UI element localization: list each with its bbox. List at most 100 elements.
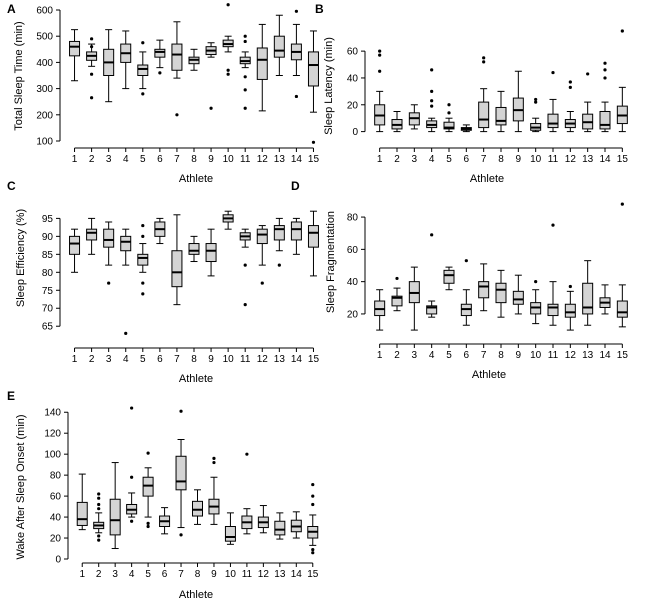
panel-c-x-tick-label: 13 <box>274 354 286 365</box>
panel-c-box <box>290 221 302 241</box>
panel-e-outlier-point <box>97 492 101 496</box>
panel-c-box <box>103 228 115 248</box>
panel-e-x-tick-label: 2 <box>96 569 102 580</box>
panel-b-outlier-point <box>482 60 486 64</box>
panel-b-x-tick-label: 10 <box>530 154 542 165</box>
panel-e-y-tick-label: 80 <box>50 471 62 482</box>
panel-c-outlier-point <box>141 223 145 228</box>
panel-a-box <box>69 40 81 57</box>
panel-e-outlier-point <box>146 451 150 455</box>
panel-a-x-tick-label: 9 <box>208 154 214 165</box>
panel-e-outlier-point <box>97 496 101 500</box>
panel-d-outlier-point <box>620 202 624 206</box>
panel-a-outlier-point <box>243 75 247 79</box>
panel-d-y-tick-label: 80 <box>347 213 359 224</box>
panel-d-outlier-point <box>551 223 555 227</box>
panel-d-y-tick-label: 40 <box>347 277 359 288</box>
panel-a-outlier-point <box>294 9 298 13</box>
panel-a-x-tick-label: 13 <box>274 154 286 165</box>
panel-a-box <box>137 64 149 76</box>
panel-e-outlier-point <box>146 521 150 525</box>
panel-b-outlier-point <box>482 56 486 60</box>
panel-b-x-tick-label: 12 <box>565 154 577 165</box>
panel-a-x-tick-label: 7 <box>174 154 180 165</box>
panel-a-outlier-point <box>243 88 247 92</box>
panel-d-x-tick-label: 14 <box>599 350 611 361</box>
panel-a-outlier-point <box>311 140 316 144</box>
panel-e-outlier-point <box>212 460 216 465</box>
panel-b-box <box>599 110 611 130</box>
panel-d-box <box>512 290 524 305</box>
panel-c-y-tick-label: 80 <box>42 268 54 279</box>
panel-b-outlier-point <box>447 103 451 107</box>
panel-b-y-tick-label: 0 <box>352 127 358 138</box>
panel-a-outlier-point <box>141 41 145 45</box>
panel-a-x-tick-label: 15 <box>308 154 320 165</box>
panel-a-x-tick-label: 1 <box>72 154 78 165</box>
panel-a-x-tick-label: 10 <box>223 154 235 165</box>
panel-e-x-tick-label: 8 <box>195 569 201 580</box>
panel-b-x-axis-title: Athlete <box>470 173 504 185</box>
panel-e-x-tick-label: 11 <box>242 569 253 580</box>
panel-a-outlier-point <box>158 71 162 75</box>
panel-c-x-tick-label: 11 <box>240 354 251 365</box>
panel-b-y-tick-label: 40 <box>347 73 359 84</box>
panel-b-x-tick-label: 1 <box>377 154 383 165</box>
panel-d-x-tick-label: 15 <box>617 350 629 361</box>
panel-a-outlier-point <box>90 96 94 100</box>
panel-e-x-tick-label: 6 <box>162 569 168 580</box>
panel-c-box <box>86 228 98 241</box>
panel-c-x-tick-label: 14 <box>291 354 303 365</box>
panel-d-x-tick-label: 5 <box>446 350 452 361</box>
panel-a-x-tick-label: 5 <box>140 154 146 165</box>
panel-c-y-tick-label: 75 <box>42 286 54 297</box>
panel-c-x-tick-label: 6 <box>157 354 163 365</box>
panel-d-x-tick-label: 4 <box>429 350 435 361</box>
panel-d-x-tick-label: 1 <box>377 350 383 361</box>
panel-e-x-tick-label: 3 <box>112 569 118 580</box>
panel-d-box <box>582 282 594 315</box>
panel-e-box <box>175 455 187 491</box>
panel-d-y-axis-title: Sleep Fragmentation <box>325 211 337 313</box>
panel-c-x-tick-label: 2 <box>89 354 95 365</box>
panel-c-outlier-point <box>243 263 247 267</box>
panel-a-outlier-point <box>175 113 179 117</box>
panel-b-outlier-point <box>534 97 538 102</box>
panel-b-y-tick-label: 20 <box>347 100 359 111</box>
panel-a-y-tick-label: 500 <box>36 32 53 43</box>
panel-d-box <box>495 282 507 304</box>
panel-d-x-tick-label: 2 <box>394 350 400 361</box>
panel-d-x-tick-label: 9 <box>516 350 522 361</box>
panel-d-box <box>564 303 576 318</box>
panel-c-y-tick-label: 85 <box>42 250 54 261</box>
panel-c-x-tick-label: 10 <box>223 354 235 365</box>
panel-b-outlier-point <box>551 70 555 75</box>
panel-b-outlier-point <box>378 53 382 57</box>
panel-b-outlier-point <box>430 99 434 103</box>
panel-a-box <box>154 48 166 58</box>
panel-c-box <box>273 225 285 241</box>
panel-c-box <box>69 235 81 255</box>
panel-e-box <box>76 501 88 526</box>
panel-a-outlier-point <box>90 72 94 76</box>
panel-d-x-tick-label: 6 <box>464 350 470 361</box>
panel-e-box <box>142 476 154 497</box>
panel-d-letter: D <box>291 179 300 193</box>
panel-a-x-axis-title: Athlete <box>179 173 213 185</box>
panel-a-x-tick-label: 2 <box>89 154 95 165</box>
panel-b-outlier-point <box>620 29 624 33</box>
panel-d-x-tick-label: 7 <box>481 350 487 361</box>
panel-a-y-axis-title: Total Sleep Time (min) <box>13 21 25 130</box>
panel-d-y-tick-label: 20 <box>347 309 359 320</box>
panel-d-box <box>391 295 403 307</box>
panel-a-outlier-point <box>226 68 230 72</box>
panel-e-box <box>224 526 236 542</box>
panel-b-x-tick-label: 4 <box>429 154 435 165</box>
panel-d-outlier-point <box>534 280 538 284</box>
panel-c-box <box>205 243 217 263</box>
panel-b-outlier-point <box>378 69 382 73</box>
panel-c-x-tick-label: 15 <box>308 354 320 365</box>
panel-c-x-tick-label: 12 <box>257 354 269 365</box>
panel-e-y-tick-label: 100 <box>44 450 61 461</box>
panel-e-outlier-point <box>212 456 216 460</box>
